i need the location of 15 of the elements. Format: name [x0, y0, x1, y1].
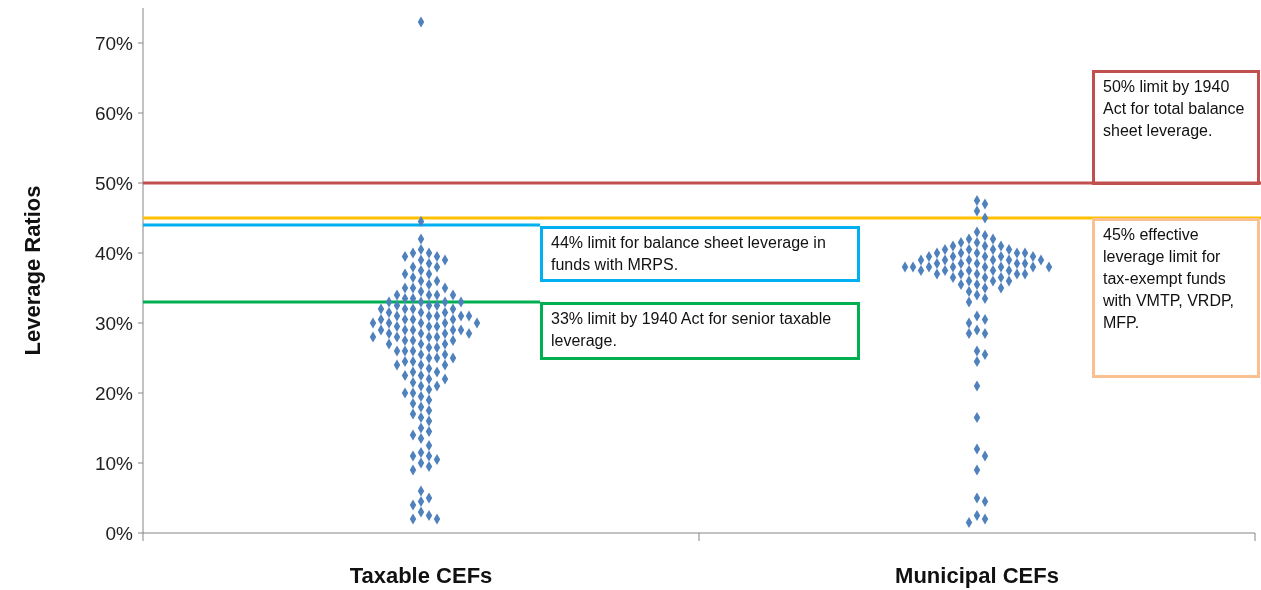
callout-box: 50% limit by 1940 Act for total balance sheet leverage.	[1092, 70, 1260, 185]
y-tick-label: 0%	[105, 522, 134, 544]
y-tick-label: 60%	[94, 102, 134, 124]
callout-box: 45% effective leverage limit for tax-exempt funds with VMTP, VRDP, MFP.	[1092, 218, 1260, 378]
y-tick-label: 70%	[94, 32, 134, 54]
callout-box: 33% limit by 1940 Act for senior taxable leverage.	[540, 302, 860, 360]
y-tick-label: 30%	[94, 312, 134, 334]
x-tick-label: Municipal CEFs	[895, 563, 1059, 588]
callout-box: 44% limit for balance sheet leverage in funds with MRPS.	[540, 226, 860, 282]
x-tick-label: Taxable CEFs	[349, 563, 493, 588]
y-tick-label: 40%	[94, 242, 134, 264]
y-tick-label: 20%	[94, 382, 134, 404]
y-tick-label: 10%	[94, 452, 134, 474]
y-tick-label: 50%	[94, 172, 134, 194]
y-axis-title: Leverage Ratios	[20, 185, 45, 356]
